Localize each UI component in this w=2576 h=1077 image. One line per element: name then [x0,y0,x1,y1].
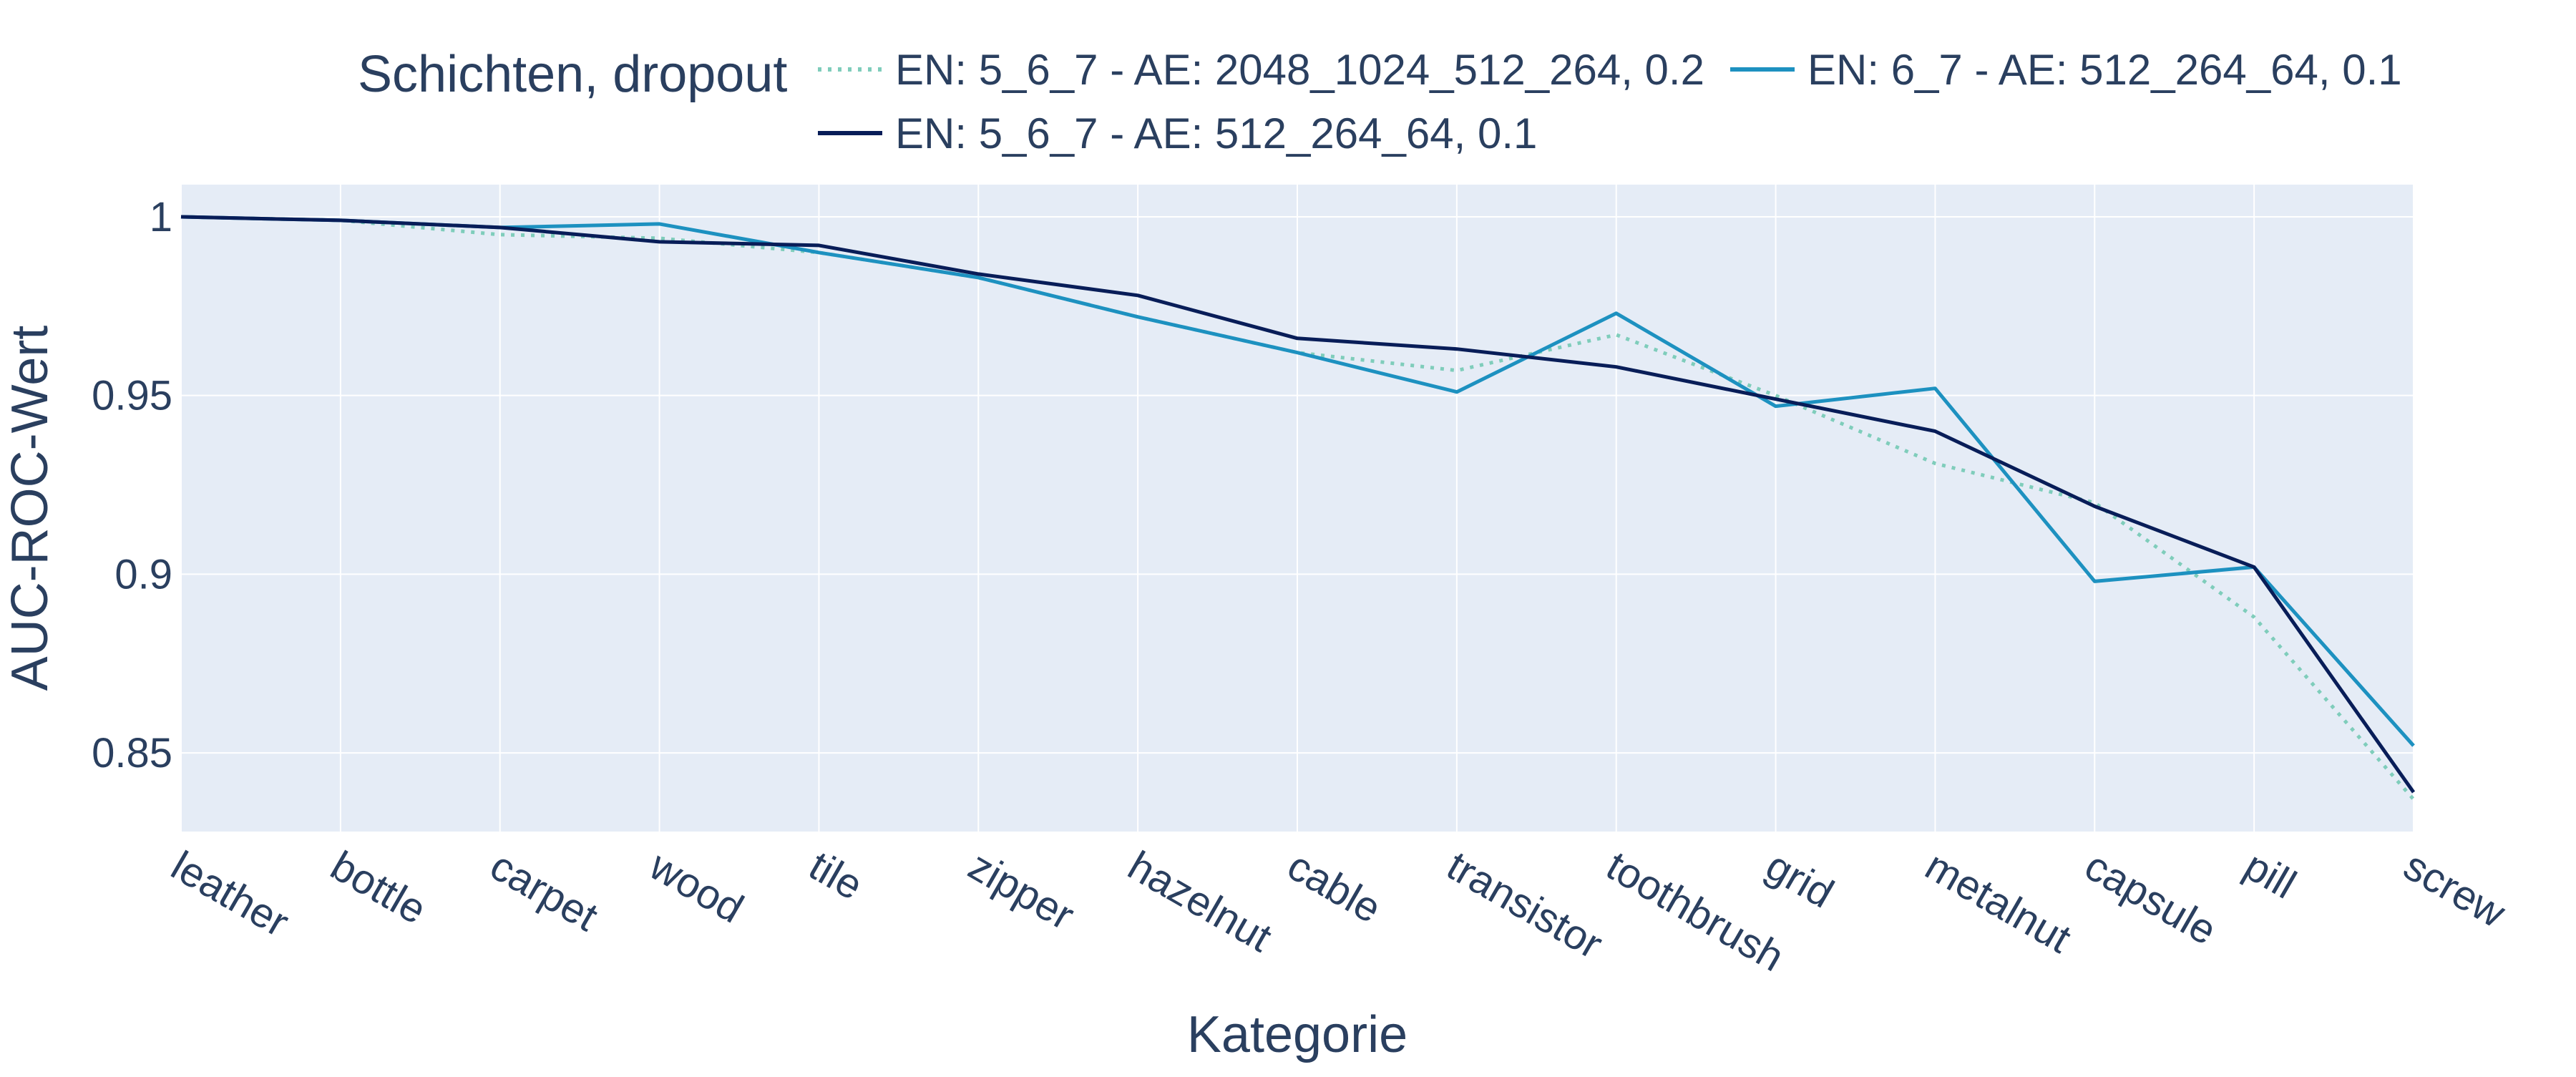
x-tick-label: hazelnut [1121,842,1279,961]
y-tick-label: 0.95 [92,373,172,419]
y-gridlines [181,215,2414,754]
y-tick-label: 0.9 [114,551,172,598]
series-lines [180,215,2416,801]
legend-label: EN: 5_6_7 - AE: 2048_1024_512_264, 0.2 [895,46,1704,94]
x-tick-label: capsule [2077,842,2225,954]
series-line-3[interactable] [180,215,2416,794]
legend-label: EN: 5_6_7 - AE: 512_264_64, 0.1 [895,109,1537,157]
x-tick-label: bottle [323,842,434,933]
x-tick-label: tile [801,842,871,909]
legend-title: Schichten, dropout [358,46,787,103]
legend-label: EN: 6_7 - AE: 512_264_64, 0.1 [1807,46,2402,94]
y-tick-label: 0.85 [92,730,172,776]
x-tick-label: pill [2237,842,2304,908]
legend-item-3[interactable]: EN: 5_6_7 - AE: 512_264_64, 0.1 [818,109,1537,157]
x-tick-label: metalnut [1918,842,2079,963]
y-axis-title: AUC-ROC-Wert [1,326,59,691]
x-tick-label: transistor [1439,842,1610,968]
legend-item-1[interactable]: EN: 5_6_7 - AE: 2048_1024_512_264, 0.2 [818,46,1704,94]
x-tick-label: toothbrush [1599,842,1792,980]
x-axis-ticks: leather bottle carpet wood tile zipper hazelnu… [164,842,2514,980]
x-gridlines [180,185,2414,832]
x-tick-label: zipper [961,842,1082,939]
x-tick-label: leather [164,842,297,946]
legend-item-2[interactable]: EN: 6_7 - AE: 512_264_64, 0.1 [1730,46,2402,94]
x-tick-label: carpet [482,842,605,940]
x-axis-title: Kategorie [1187,1006,1407,1063]
x-tick-label: screw [2396,842,2514,937]
x-tick-label: grid [1758,842,1841,917]
y-tick-label: 1 [150,194,172,240]
series-line-2[interactable] [180,215,2415,747]
x-tick-label: wood [641,842,751,932]
y-axis-ticks: 1 0.95 0.9 0.85 [92,194,172,776]
series-line-1[interactable] [180,215,2415,801]
x-tick-label: cable [1280,842,1390,932]
legend[interactable]: Schichten, dropout EN: 5_6_7 - AE: 2048_… [358,46,2402,157]
